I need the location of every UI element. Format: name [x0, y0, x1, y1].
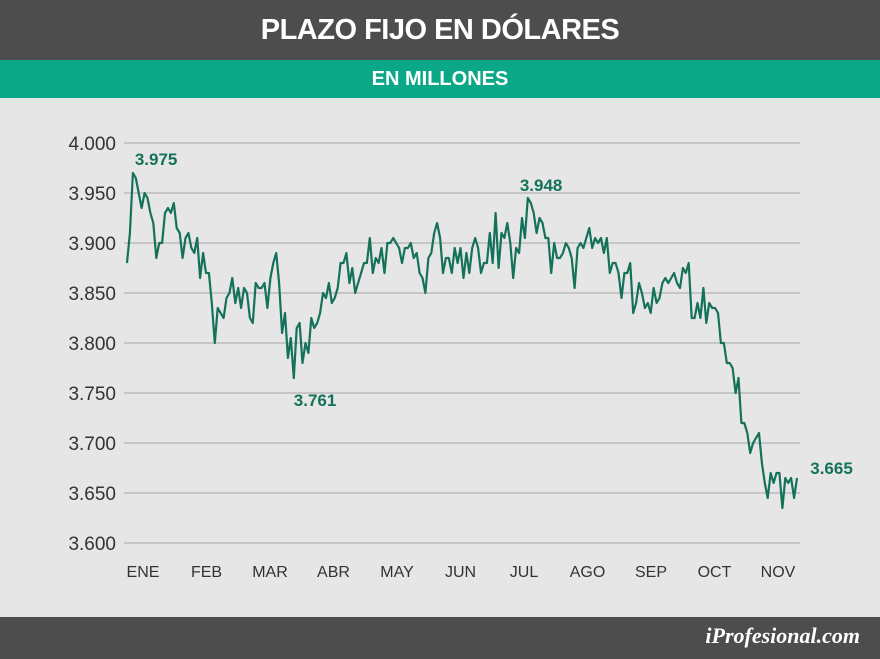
series-line — [125, 171, 799, 510]
annotations: 3.975 3.761 3.948 3.665 — [135, 150, 853, 478]
y-tick-label: 3.700 — [68, 434, 116, 455]
footer-bar: iProfesional.com — [0, 617, 880, 659]
y-tick-label: 3.900 — [68, 234, 116, 255]
x-tick-labels: ENE FEB MAR ABR MAY JUN JUL AGO SEP OCT NOV — [127, 564, 796, 581]
brand-logo: iProfesional.com — [705, 623, 860, 648]
x-tick-label: FEB — [191, 564, 222, 581]
x-tick-label: JUN — [445, 564, 476, 581]
grid-lines — [124, 142, 800, 544]
x-tick-label: ABR — [317, 564, 350, 581]
y-tick-label: 3.800 — [68, 334, 116, 355]
y-tick-labels: 4.000 3.950 3.900 3.850 3.800 3.750 3.700 3.650… — [68, 134, 116, 555]
data-label: 3.975 — [135, 150, 178, 169]
y-tick-label: 4.000 — [68, 134, 116, 155]
chart-title: PLAZO FIJO EN DÓLARES — [260, 13, 620, 46]
data-label: 3.665 — [810, 459, 853, 478]
x-tick-label: SEP — [635, 564, 667, 581]
y-tick-label: 3.750 — [68, 384, 116, 405]
chart-area: 4.000 3.950 3.900 3.850 3.800 3.750 3.700 3.650… — [0, 98, 880, 617]
line-chart: 4.000 3.950 3.900 3.850 3.800 3.750 3.700 3.650… — [68, 134, 853, 581]
x-tick-label: AGO — [570, 564, 606, 581]
x-tick-label: MAR — [252, 564, 288, 581]
y-tick-label: 3.600 — [68, 534, 116, 555]
y-tick-label: 3.950 — [68, 184, 116, 205]
x-tick-label: OCT — [698, 564, 732, 581]
x-tick-label: NOV — [761, 564, 796, 581]
x-tick-label: ENE — [127, 564, 160, 581]
series-layer — [125, 171, 799, 510]
data-label: 3.948 — [520, 176, 563, 195]
y-tick-label: 3.650 — [68, 484, 116, 505]
x-tick-label: JUL — [510, 564, 539, 581]
data-label: 3.761 — [294, 391, 337, 410]
x-tick-label: MAY — [380, 564, 414, 581]
chart-subtitle-bar: EN MILLONES — [0, 60, 880, 98]
chart-title-bar: PLAZO FIJO EN DÓLARES — [0, 0, 880, 60]
y-tick-label: 3.850 — [68, 284, 116, 305]
chart-subtitle: EN MILLONES — [371, 67, 509, 90]
